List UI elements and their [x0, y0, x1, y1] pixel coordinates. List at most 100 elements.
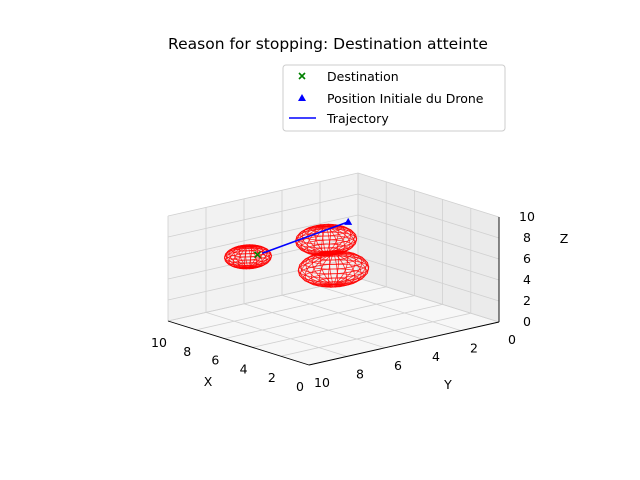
y-tick-label: 4	[432, 349, 440, 364]
destination-point	[253, 251, 262, 259]
trajectory-line	[262, 221, 349, 254]
grid-floor-y	[281, 294, 424, 340]
sphere-meridian-line	[233, 245, 249, 268]
y-tick-label: 0	[508, 332, 516, 347]
x-tick-label: 2	[268, 370, 276, 385]
grid-left-z	[167, 214, 359, 259]
grid-floor-x	[224, 295, 415, 339]
sphere-meridian-line	[314, 224, 327, 255]
legend-destination-label: Destination	[327, 69, 399, 84]
obstacle-sphere	[295, 223, 358, 257]
grid-left-z	[167, 235, 359, 280]
chart-title: Reason for stopping: Destination atteint…	[168, 35, 488, 53]
axis-lines	[167, 217, 500, 366]
grid-right-z	[357, 214, 500, 260]
obstacle-sphere	[224, 244, 272, 270]
legend-trajectory-label: Trajectory	[326, 111, 389, 126]
grid-floor-x	[280, 312, 471, 357]
legend-entry-destination: Destination	[298, 69, 399, 84]
data-marks	[253, 217, 353, 259]
y-axis-label: Y	[443, 377, 452, 392]
sphere-meridian-line	[247, 246, 263, 269]
y-tick-label: 10	[314, 375, 330, 390]
sphere-meridian-line	[247, 246, 271, 268]
legend-frame	[282, 64, 506, 132]
z-tick-label: 10	[519, 209, 535, 224]
x-axis-line	[167, 320, 310, 366]
sphere-meridian-line	[238, 244, 249, 268]
sphere-meridian-line	[247, 244, 258, 268]
sphere-meridian-line	[297, 225, 327, 255]
pane-back-right	[358, 173, 499, 322]
z-tick-label: 6	[523, 251, 531, 266]
sphere-meridian-line	[333, 252, 356, 287]
z-tick-label: 0	[523, 314, 531, 329]
sphere-meridian-line	[247, 246, 252, 270]
grid-left-z	[167, 172, 359, 217]
sphere-meridian-line	[325, 223, 332, 254]
sphere-meridian-line	[326, 225, 358, 255]
sphere-meridian-line	[333, 253, 339, 288]
z-tick-label: 8	[523, 230, 531, 245]
sphere-meridian-line	[247, 244, 252, 268]
grid-right-z	[357, 172, 500, 218]
sphere-meridian-line	[307, 224, 327, 255]
y-axis-line	[308, 321, 500, 366]
sphere-meridian-line	[325, 223, 339, 255]
grid-right-z	[357, 277, 500, 323]
sphere-meridian-line	[244, 244, 249, 268]
sphere-meridian-line	[247, 244, 264, 268]
legend-initial-position-marker	[298, 94, 306, 101]
sphere-meridian-line	[333, 252, 367, 286]
x-tick-label: 6	[211, 353, 219, 368]
legend-entry-trajectory: Trajectory	[289, 111, 389, 126]
x-tick-label: 10	[151, 335, 167, 350]
z-axis-label: Z	[560, 231, 569, 246]
sphere-meridian-line	[244, 246, 249, 270]
sphere-meridian-line	[325, 226, 331, 257]
sphere-meridian-line	[325, 226, 345, 256]
grid-right-z	[357, 193, 500, 239]
grid-right-z	[357, 235, 500, 281]
y-tick-label: 2	[470, 341, 478, 356]
sphere-meridian-line	[247, 245, 272, 268]
grid-floor-x	[196, 286, 387, 331]
sphere-meridian-line	[297, 252, 334, 286]
sphere-meridian-line	[310, 252, 334, 288]
legend-entry-initial-position: Position Initiale du Drone	[298, 91, 484, 106]
tick-labels: 0 2 4 6 8 10 0 2 4 6 8 10 0 2 4 6 8 10	[151, 209, 535, 394]
sphere-meridian-line	[232, 246, 249, 270]
z-tick-label: 2	[523, 293, 531, 308]
sphere-meridian-line	[295, 226, 327, 255]
grid-left-z	[167, 193, 359, 238]
sphere-meridian-line	[225, 245, 249, 268]
legend-destination-marker	[298, 72, 306, 80]
legend: Destination Position Initiale du Drone T…	[282, 64, 506, 132]
sphere-meridian-line	[333, 252, 370, 286]
x-tick-label: 4	[240, 361, 248, 376]
sphere-meridian-line	[325, 224, 346, 255]
sphere-meridian-line	[333, 252, 370, 286]
grid-floor-y	[319, 286, 462, 331]
axis-panes	[168, 173, 499, 365]
y-tick-label: 6	[394, 358, 402, 373]
obstacle-spheres	[224, 223, 370, 288]
sphere-meridian-line	[322, 223, 327, 254]
x-tick-label: 8	[183, 344, 191, 359]
sphere-meridian-line	[326, 226, 358, 255]
y-tick-label: 8	[356, 366, 364, 381]
sphere-meridian-line	[318, 252, 334, 288]
grid-right-z	[357, 256, 500, 302]
grid-floor-y	[243, 303, 386, 349]
sphere-meridian-line	[295, 226, 327, 255]
sphere-meridian-line	[224, 246, 249, 268]
x-tick-label: 0	[296, 379, 304, 394]
legend-initial-position-label: Position Initiale du Drone	[327, 91, 484, 106]
x-axis-label: X	[204, 374, 213, 389]
grid-floor-y	[205, 312, 348, 357]
sphere-meridian-line	[321, 226, 327, 257]
sphere-meridian-line	[238, 246, 249, 270]
grid-floor-x	[252, 304, 443, 348]
z-tick-label: 4	[523, 272, 531, 287]
